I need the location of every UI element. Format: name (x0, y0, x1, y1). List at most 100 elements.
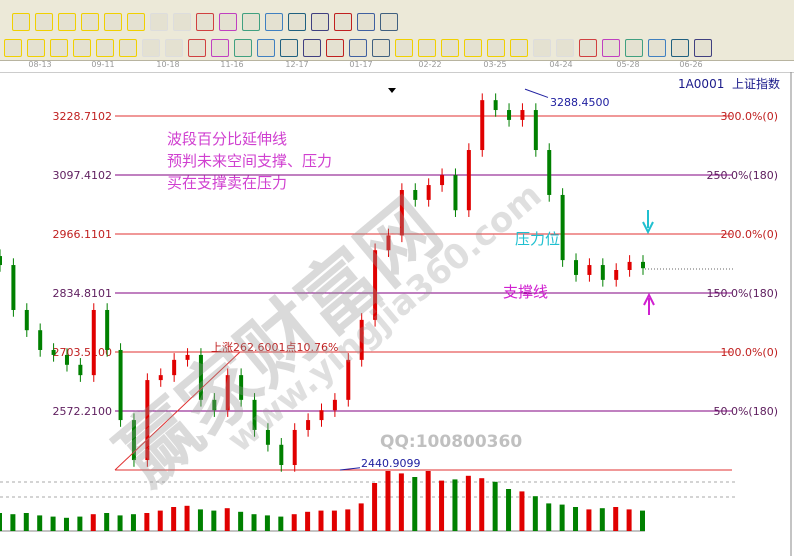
candle-body (105, 309, 110, 350)
box-icon[interactable] (27, 39, 45, 57)
candle-body (574, 260, 579, 275)
candle-body (614, 269, 619, 280)
drawing-toolbar-1 (0, 8, 794, 35)
rise-label: 上涨262.6001点10.76% (211, 341, 339, 354)
grid2-icon[interactable] (303, 39, 321, 57)
candle-body (413, 190, 418, 200)
volume-bar (532, 496, 538, 531)
diamond-both-icon[interactable] (58, 13, 76, 31)
volume-bar (0, 513, 2, 531)
pct-line-icon[interactable] (395, 39, 413, 57)
gold-icon[interactable] (556, 39, 574, 57)
candle-body (252, 399, 257, 430)
diamond-in-icon[interactable] (81, 13, 99, 31)
candle-body (332, 399, 337, 411)
network-icon[interactable] (357, 13, 375, 31)
date-tick: 09-11 (91, 60, 115, 69)
date-tick: 05-28 (616, 60, 640, 69)
angle-icon[interactable] (257, 39, 275, 57)
fan-icon[interactable] (188, 39, 206, 57)
level-pct-label: 150.0%(180) (706, 287, 778, 300)
calculator-icon[interactable] (288, 13, 306, 31)
date-tick: 01-17 (349, 60, 373, 69)
volume-bar (519, 491, 525, 531)
support-label: 支撑线 (503, 283, 549, 301)
section-icon[interactable] (219, 13, 237, 31)
volume-bar (90, 514, 96, 531)
percent-lines-icon[interactable] (441, 39, 459, 57)
shen-angle-icon[interactable] (648, 39, 666, 57)
grid3-icon[interactable] (326, 39, 344, 57)
gold-lines-icon[interactable] (487, 39, 505, 57)
box-fan-icon[interactable] (211, 39, 229, 57)
crosshair-icon[interactable] (173, 13, 191, 31)
notes-icon[interactable] (311, 13, 329, 31)
diamond-left-icon[interactable] (12, 13, 30, 31)
calendar-icon[interactable] (265, 13, 283, 31)
candle-body (306, 420, 311, 430)
ying-icon[interactable] (96, 39, 114, 57)
diamond-cross-icon[interactable] (127, 13, 145, 31)
level-price-label: 3228.7102 (53, 110, 113, 123)
parallel-icon[interactable] (50, 39, 68, 57)
pen-icon[interactable] (510, 39, 528, 57)
candle-body (64, 354, 69, 365)
volume-bar (63, 517, 69, 531)
date-tick: 12-17 (285, 60, 309, 69)
gold-angle-icon[interactable] (625, 39, 643, 57)
percent-list-icon[interactable] (372, 39, 390, 57)
square-fan-icon[interactable] (234, 39, 252, 57)
level-pct-label: 200.0%(0) (720, 228, 778, 241)
date-tick: 03-25 (483, 60, 507, 69)
volume-bar (626, 509, 632, 531)
grid-icon[interactable] (119, 39, 137, 57)
price-chart[interactable]: 3228.7102 300.0%(0) 3097.4102 250.0%(180) 29… (0, 72, 794, 556)
candle-body (560, 194, 565, 261)
candle-body (158, 375, 163, 381)
bracket-icon[interactable] (165, 39, 183, 57)
cycle-icon[interactable] (242, 13, 260, 31)
percent-icon[interactable] (418, 39, 436, 57)
volume-bar (23, 513, 29, 531)
candle-body (547, 150, 552, 195)
diamond-star-icon[interactable] (104, 13, 122, 31)
volume-bar (573, 507, 579, 531)
ying-angle-icon[interactable] (671, 39, 689, 57)
zigzag-icon[interactable] (280, 39, 298, 57)
f-angle-icon[interactable] (602, 39, 620, 57)
wave-icon[interactable] (533, 39, 551, 57)
level-price-label: 2834.8101 (53, 287, 113, 300)
candle-body (239, 375, 244, 400)
line-draw-icon[interactable] (196, 13, 214, 31)
volume-bar (599, 508, 605, 531)
gold-circle-icon[interactable] (464, 39, 482, 57)
level-pct-label: 250.0%(180) (706, 169, 778, 182)
candle-body (212, 399, 217, 411)
note-line: 预判未来空间支撑、压力 (167, 152, 333, 170)
shen-icon[interactable] (73, 39, 91, 57)
computer-icon[interactable] (380, 13, 398, 31)
lines-icon[interactable] (349, 39, 367, 57)
candle-body (292, 429, 297, 466)
candle-body (51, 349, 56, 355)
diamond-right-icon[interactable] (35, 13, 53, 31)
pressure-label: 压力位 (515, 230, 561, 248)
volume-bar (546, 503, 552, 531)
note-line: 波段百分比延伸线 (167, 130, 288, 148)
candle-body (587, 265, 592, 275)
hand-icon[interactable] (150, 13, 168, 31)
volume-bar (238, 511, 244, 531)
candle-body (359, 319, 364, 360)
volume-bar (559, 504, 565, 531)
volume-bar (586, 509, 592, 531)
save-icon[interactable] (334, 13, 352, 31)
j-angle-icon[interactable] (579, 39, 597, 57)
spiral-icon[interactable] (4, 39, 22, 57)
si-angle-icon[interactable] (694, 39, 712, 57)
pressure-arrow-icon (642, 210, 654, 235)
candle-body (185, 354, 190, 360)
volume-bar (278, 516, 284, 531)
volume-bar (318, 510, 324, 531)
width-icon[interactable] (142, 39, 160, 57)
level-pct-label: 300.0%(0) (720, 110, 778, 123)
